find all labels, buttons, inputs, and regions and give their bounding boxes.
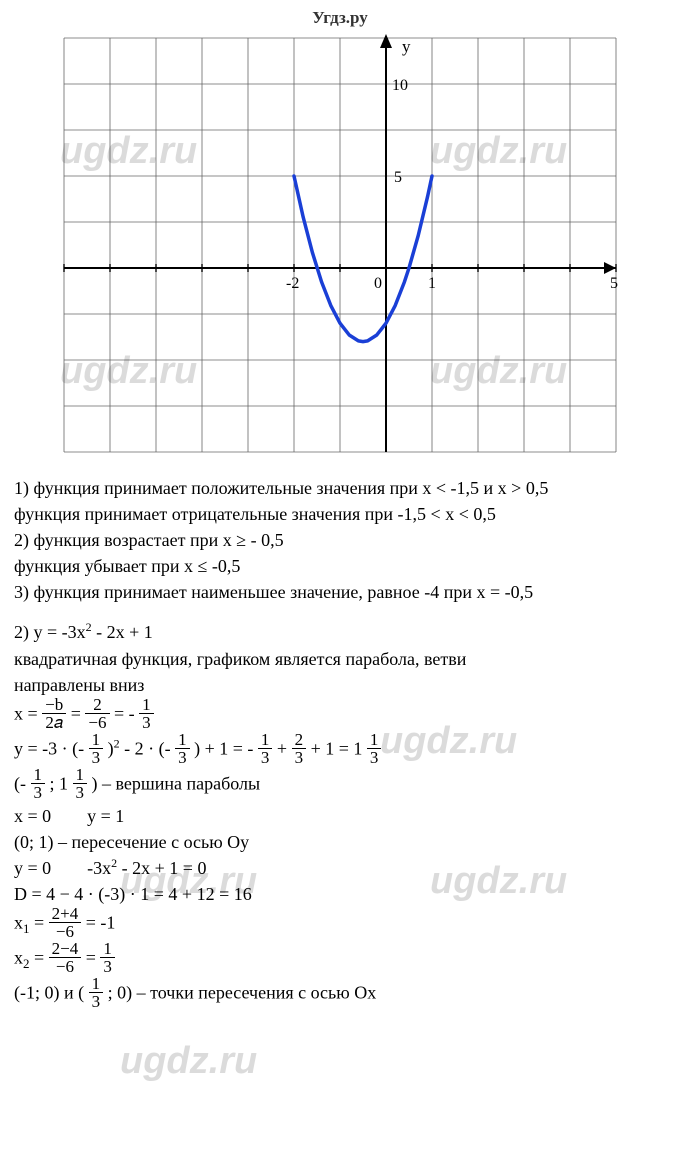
fraction: 23: [292, 731, 307, 766]
svg-text:y: y: [402, 37, 411, 56]
watermark: ugdz.ru: [120, 1040, 257, 1083]
vertex-x-calc: x = −b2𝑎 = 2−6 = - 13: [14, 698, 666, 733]
text: +: [277, 738, 292, 758]
problem2-eq: 2) y = -3x2 - 2x + 1: [14, 619, 666, 645]
denominator: 3: [258, 748, 273, 766]
fraction: 2−6: [85, 696, 109, 731]
denominator: −6: [49, 922, 82, 940]
numerator: 1: [89, 975, 104, 992]
numerator: 1: [367, 731, 382, 748]
svg-text:5: 5: [394, 169, 402, 186]
denominator: 3: [292, 748, 307, 766]
analysis-line: 3) функция принимает наименьшее значение…: [14, 579, 666, 605]
numerator: 2: [292, 731, 307, 748]
y-zero-eq: y = 0 -3x2 - 2x + 1 = 0: [14, 855, 666, 881]
vertex-point: (- 13 ; 1 13 ) – вершина параболы: [14, 768, 666, 803]
text: ; 0) – точки пересечения с осью Ox: [108, 983, 377, 1003]
vertex-y-calc: y = -3 · (- 13 )2 - 2 · (- 13 ) + 1 = - …: [14, 733, 666, 768]
denominator: 2𝑎: [42, 713, 66, 731]
denominator: −6: [49, 957, 82, 975]
analysis-line: 1) функция принимает положительные значе…: [14, 475, 666, 501]
analysis-line: 2) функция возрастает при x ≥ - 0,5: [14, 527, 666, 553]
numerator: 1: [100, 940, 115, 957]
text: = -: [114, 703, 139, 723]
denominator: 3: [367, 748, 382, 766]
text: x: [14, 913, 23, 933]
text: =: [71, 703, 86, 723]
text: - 2x + 1 = 0: [117, 858, 206, 878]
text: y = 0 -3x: [14, 858, 111, 878]
svg-text:0: 0: [374, 275, 382, 292]
denominator: −6: [85, 713, 109, 731]
text: x: [14, 948, 23, 968]
fraction: 13: [89, 975, 104, 1010]
x2-calc: x2 = 2−4−6 = 13: [14, 942, 666, 977]
numerator: 2: [85, 696, 109, 713]
text: =: [34, 913, 49, 933]
page-root: Угдз.ру ugdz.ru ugdz.ru ugdz.ru ugdz.ru …: [0, 0, 680, 1032]
analysis-line: квадратичная функция, графиком является …: [14, 646, 666, 672]
text: (-: [14, 773, 31, 793]
analysis-line: направлены вниз: [14, 672, 666, 698]
text: x =: [14, 703, 42, 723]
text: =: [34, 948, 49, 968]
denominator: 3: [100, 957, 115, 975]
denominator: 3: [139, 713, 154, 731]
numerator: 1: [73, 766, 88, 783]
text: ; 1: [50, 773, 69, 793]
fraction: 13: [258, 731, 273, 766]
denominator: 3: [89, 992, 104, 1010]
denominator: 3: [73, 783, 88, 801]
fraction: 13: [73, 766, 88, 801]
numerator: 1: [139, 696, 154, 713]
fraction: 13: [175, 731, 190, 766]
chart-svg: y 10 5 -2 0 1 5: [60, 34, 620, 464]
analysis-line: функция принимает отрицательные значения…: [14, 501, 666, 527]
discriminant: D = 4 − 4 · (-3) · 1 = 4 + 12 = 16: [14, 881, 666, 907]
denominator: 3: [89, 748, 104, 766]
text: = -1: [86, 913, 116, 933]
fraction: 13: [367, 731, 382, 766]
analysis-line: функция убывает при x ≤ -0,5: [14, 553, 666, 579]
numerator: 1: [31, 766, 46, 783]
ox-intersect: (-1; 0) и ( 13 ; 0) – точки пересечения …: [14, 977, 666, 1012]
text: 2) y = -3x: [14, 622, 86, 642]
denominator: 3: [31, 783, 46, 801]
text: - 2x + 1: [92, 622, 153, 642]
text: =: [86, 948, 101, 968]
numerator: 1: [258, 731, 273, 748]
parabola-chart: y 10 5 -2 0 1 5: [60, 34, 620, 469]
superscript: 2: [114, 736, 120, 750]
text: ) – вершина параболы: [92, 773, 261, 793]
site-header: Угдз.ру: [14, 8, 666, 28]
text: + 1 = 1: [311, 738, 363, 758]
svg-text:10: 10: [392, 77, 408, 94]
fraction: −b2𝑎: [42, 696, 66, 731]
fraction: 13: [139, 696, 154, 731]
numerator: 2+4: [49, 905, 82, 922]
fraction: 13: [100, 940, 115, 975]
fraction: 2−4−6: [49, 940, 82, 975]
oy-intersect: (0; 1) – пересечение с осью Oy: [14, 829, 666, 855]
text: (-1; 0) и (: [14, 983, 84, 1003]
numerator: −b: [42, 696, 66, 713]
svg-text:1: 1: [428, 275, 436, 292]
text: ) + 1 = -: [194, 738, 258, 758]
denominator: 3: [175, 748, 190, 766]
xy-zero: x = 0 y = 1: [14, 803, 666, 829]
fraction: 2+4−6: [49, 905, 82, 940]
x1-calc: x1 = 2+4−6 = -1: [14, 907, 666, 942]
subscript: 1: [23, 921, 30, 936]
numerator: 1: [175, 731, 190, 748]
numerator: 1: [89, 731, 104, 748]
text: - 2 · (-: [124, 738, 175, 758]
fraction: 13: [89, 731, 104, 766]
subscript: 2: [23, 956, 30, 971]
svg-text:5: 5: [610, 275, 618, 292]
text: y = -3 · (-: [14, 738, 89, 758]
svg-text:-2: -2: [286, 275, 299, 292]
numerator: 2−4: [49, 940, 82, 957]
fraction: 13: [31, 766, 46, 801]
